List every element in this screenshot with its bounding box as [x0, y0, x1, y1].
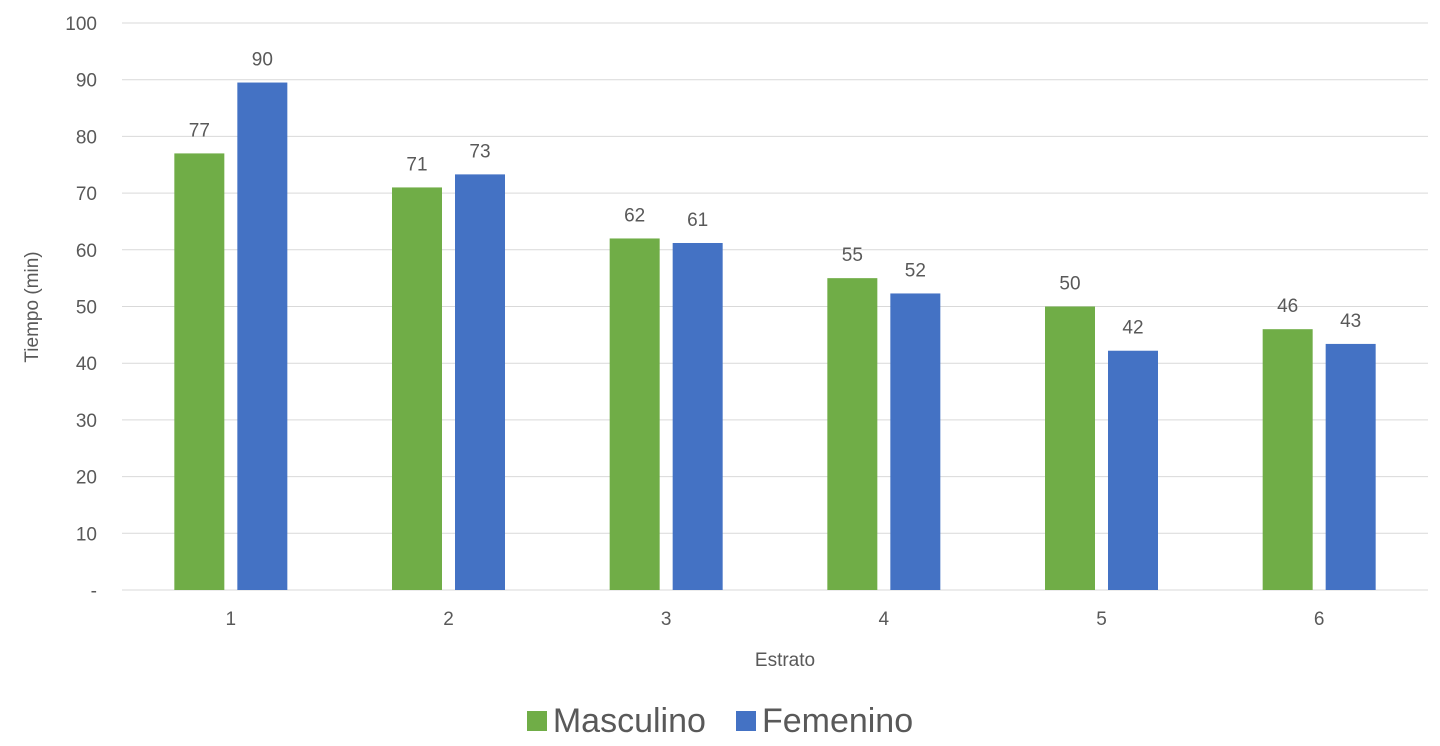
data-label: 62 — [624, 205, 645, 226]
legend-item-masculino: Masculino — [526, 702, 706, 740]
bar-masculino-3 — [609, 238, 660, 590]
bar-femenino-3 — [672, 242, 723, 590]
y-tick-label: 30 — [76, 411, 97, 432]
y-tick-label: 60 — [76, 241, 97, 262]
gridlines — [122, 22, 1428, 591]
bar-masculino-1 — [174, 153, 225, 590]
x-tick-label: 5 — [1096, 609, 1107, 630]
data-label: 52 — [905, 260, 926, 281]
bar-femenino-5 — [1108, 350, 1158, 590]
y-tick-label: 40 — [76, 354, 97, 375]
bar-femenino-2 — [455, 174, 505, 590]
y-axis-title: Tiempo (min) — [22, 251, 43, 362]
data-label: 55 — [842, 245, 863, 266]
data-labels: 77 90 71 73 62 61 55 52 50 42 46 43 — [189, 50, 1361, 339]
y-axis-ticks: - 10 20 30 40 50 60 70 80 90 100 — [65, 14, 97, 602]
data-label: 61 — [687, 210, 708, 231]
bar-masculino-4 — [827, 278, 878, 590]
x-axis-ticks: 1 2 3 4 5 6 — [226, 609, 1325, 630]
y-tick-label: 100 — [65, 14, 97, 35]
data-label: 42 — [1122, 318, 1143, 339]
bar-masculino-6 — [1262, 329, 1313, 590]
data-label: 71 — [406, 154, 427, 175]
legend: Masculino Femenino — [0, 704, 1440, 738]
bar-masculino-2 — [392, 187, 442, 590]
x-axis-title: Estrato — [755, 650, 815, 671]
x-tick-label: 1 — [226, 609, 237, 630]
legend-label: Femenino — [761, 702, 914, 740]
legend-swatch — [735, 711, 756, 731]
y-tick-label: 20 — [76, 468, 97, 489]
data-label: 46 — [1277, 296, 1298, 317]
x-tick-label: 2 — [443, 609, 454, 630]
y-tick-label: 50 — [76, 298, 97, 319]
y-tick-label: 90 — [76, 71, 97, 92]
y-tick-label: - — [91, 581, 97, 602]
bar-masculino-5 — [1045, 306, 1095, 590]
data-label: 43 — [1340, 311, 1361, 332]
bar-femenino-1 — [237, 82, 288, 590]
data-label: 90 — [252, 50, 273, 71]
bar-femenino-4 — [890, 293, 941, 590]
x-tick-label: 6 — [1314, 609, 1325, 630]
data-label: 73 — [469, 141, 490, 162]
y-tick-label: 80 — [76, 127, 97, 148]
legend-item-femenino: Femenino — [735, 702, 914, 740]
data-label: 77 — [189, 120, 210, 141]
y-tick-label: 10 — [76, 524, 97, 545]
legend-label: Masculino — [552, 702, 706, 740]
x-tick-label: 4 — [879, 609, 890, 630]
data-label: 50 — [1059, 274, 1080, 295]
legend-swatch — [526, 711, 547, 731]
bars — [174, 82, 1376, 590]
x-tick-label: 3 — [661, 609, 672, 630]
bar-femenino-6 — [1325, 343, 1376, 590]
y-tick-label: 70 — [76, 184, 97, 205]
